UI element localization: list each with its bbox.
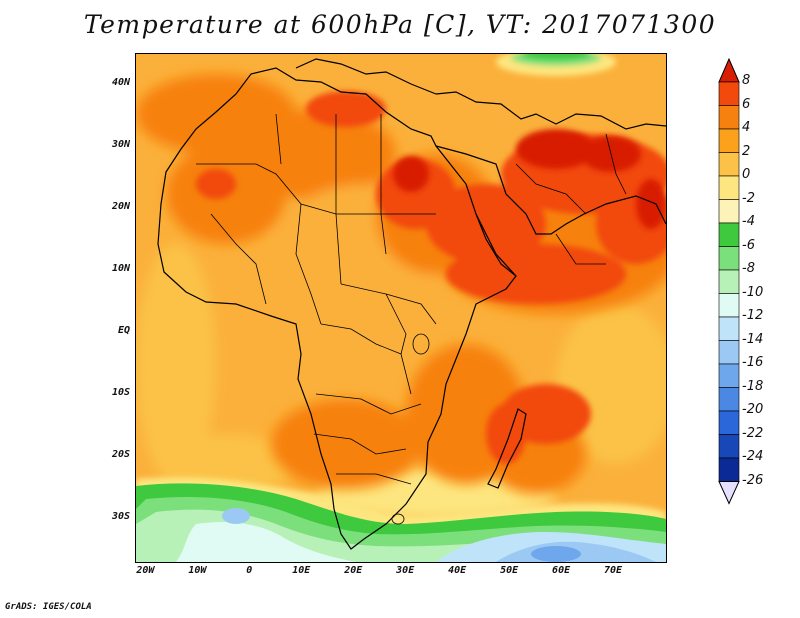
- colorbar-tick-label: -14: [742, 331, 764, 347]
- colorbar-tick-label: 4: [742, 120, 751, 135]
- colorbar-tick-label: -26: [742, 472, 764, 488]
- lon-tick-label: 10E: [292, 565, 311, 576]
- colorbar-tick-label: -2: [742, 190, 755, 206]
- map-title: Temperature at 600hPa [C], VT: 201707130…: [83, 10, 717, 39]
- europe-coastline: [295, 58, 437, 95]
- colorbar-tick-label: -4: [742, 214, 755, 229]
- lat-tick-label: EQ: [117, 324, 130, 336]
- colorbar-segment: [718, 293, 740, 318]
- madagascar-coastline: [487, 408, 527, 489]
- colorbar-tick-label: 0: [742, 167, 751, 182]
- lat-tick-label: 40N: [111, 76, 130, 88]
- lesotho: [391, 513, 405, 525]
- colorbar-segment: [718, 246, 740, 271]
- border: [385, 293, 412, 395]
- lat-tick-label: 20N: [111, 200, 130, 212]
- colorbar-segment: [718, 316, 740, 341]
- colorbar-tick-label: -10: [742, 284, 764, 300]
- colorbar-segment: [718, 457, 740, 482]
- asia-coastline: [435, 91, 666, 130]
- lon-tick-label: 60E: [552, 565, 571, 576]
- border: [320, 323, 402, 355]
- colorbar-tick-label: -18: [742, 378, 764, 394]
- border: [340, 283, 437, 325]
- colorbar-segment: [718, 269, 740, 294]
- colorbar-segment: [718, 387, 740, 412]
- border: [315, 393, 422, 415]
- colorbar-segment: [718, 128, 740, 153]
- colorbar: [718, 58, 740, 505]
- border: [555, 233, 606, 265]
- colorbar-tick-label: -8: [742, 261, 755, 276]
- colorbar-segment: [718, 340, 740, 365]
- temperature-map: [136, 54, 666, 562]
- coastlines: [157, 58, 666, 550]
- border: [380, 114, 387, 255]
- colorbar-tick-label: -24: [742, 449, 764, 464]
- colorbar-segment: [718, 175, 740, 200]
- colorbar-tick-label: 2: [742, 143, 751, 159]
- border: [275, 113, 282, 165]
- lat-tick-label: 30S: [111, 510, 130, 522]
- colorbar-segment: [718, 222, 740, 247]
- colorbar-top-arrow: [718, 58, 740, 83]
- colorbar-segment: [718, 434, 740, 459]
- lon-tick-label: 50E: [500, 565, 519, 576]
- border: [335, 114, 342, 285]
- border: [313, 433, 407, 455]
- southern-cold-field: [136, 477, 666, 562]
- lat-tick-label: 30N: [111, 138, 130, 150]
- border: [515, 163, 587, 215]
- colorbar-segment: [718, 410, 740, 435]
- colorbar-segment: [718, 363, 740, 388]
- colorbar-tick-label: -22: [742, 425, 764, 441]
- lat-tick-label: 20S: [111, 448, 130, 460]
- colorbar-tick-label: -20: [742, 402, 764, 417]
- lon-tick-label: 20W: [136, 565, 155, 576]
- colorbar-tick-label: -6: [742, 237, 755, 253]
- colorbar-segment: [718, 105, 740, 130]
- lon-tick-label: 30E: [396, 565, 415, 576]
- colorbar-tick-label: -12: [742, 308, 764, 323]
- lon-tick-label: 0: [246, 565, 253, 576]
- lon-tick-label: 40E: [448, 565, 467, 576]
- hottest-field: [393, 129, 666, 229]
- arabia-coastline: [435, 145, 666, 235]
- lon-tick-label: 70E: [604, 565, 623, 576]
- colorbar-tick-label: 8: [742, 73, 751, 88]
- colorbar-tick-label: -16: [742, 355, 764, 370]
- red-sea-coast: [475, 213, 517, 277]
- lon-tick-label: 10W: [188, 565, 207, 576]
- lake-victoria: [412, 333, 430, 355]
- border: [210, 213, 267, 305]
- lon-tick-label: 20E: [344, 565, 363, 576]
- colorbar-segment: [718, 199, 740, 224]
- lat-tick-label: 10S: [111, 386, 130, 398]
- map-frame: [135, 53, 667, 563]
- africa-coastline: [157, 67, 517, 550]
- lat-tick-label: 10N: [111, 262, 130, 274]
- colorbar-bottom-arrow: [718, 481, 740, 505]
- credit-text: GrADS: IGES/COLA: [5, 602, 92, 612]
- country-borders: [196, 113, 627, 525]
- border: [336, 473, 412, 485]
- colorbar-segment: [718, 81, 740, 106]
- border: [295, 203, 322, 325]
- colorbar-tick-label: 6: [742, 96, 751, 112]
- colorbar-segment: [718, 152, 740, 177]
- north-cool-patch: [496, 54, 616, 76]
- border: [605, 133, 627, 195]
